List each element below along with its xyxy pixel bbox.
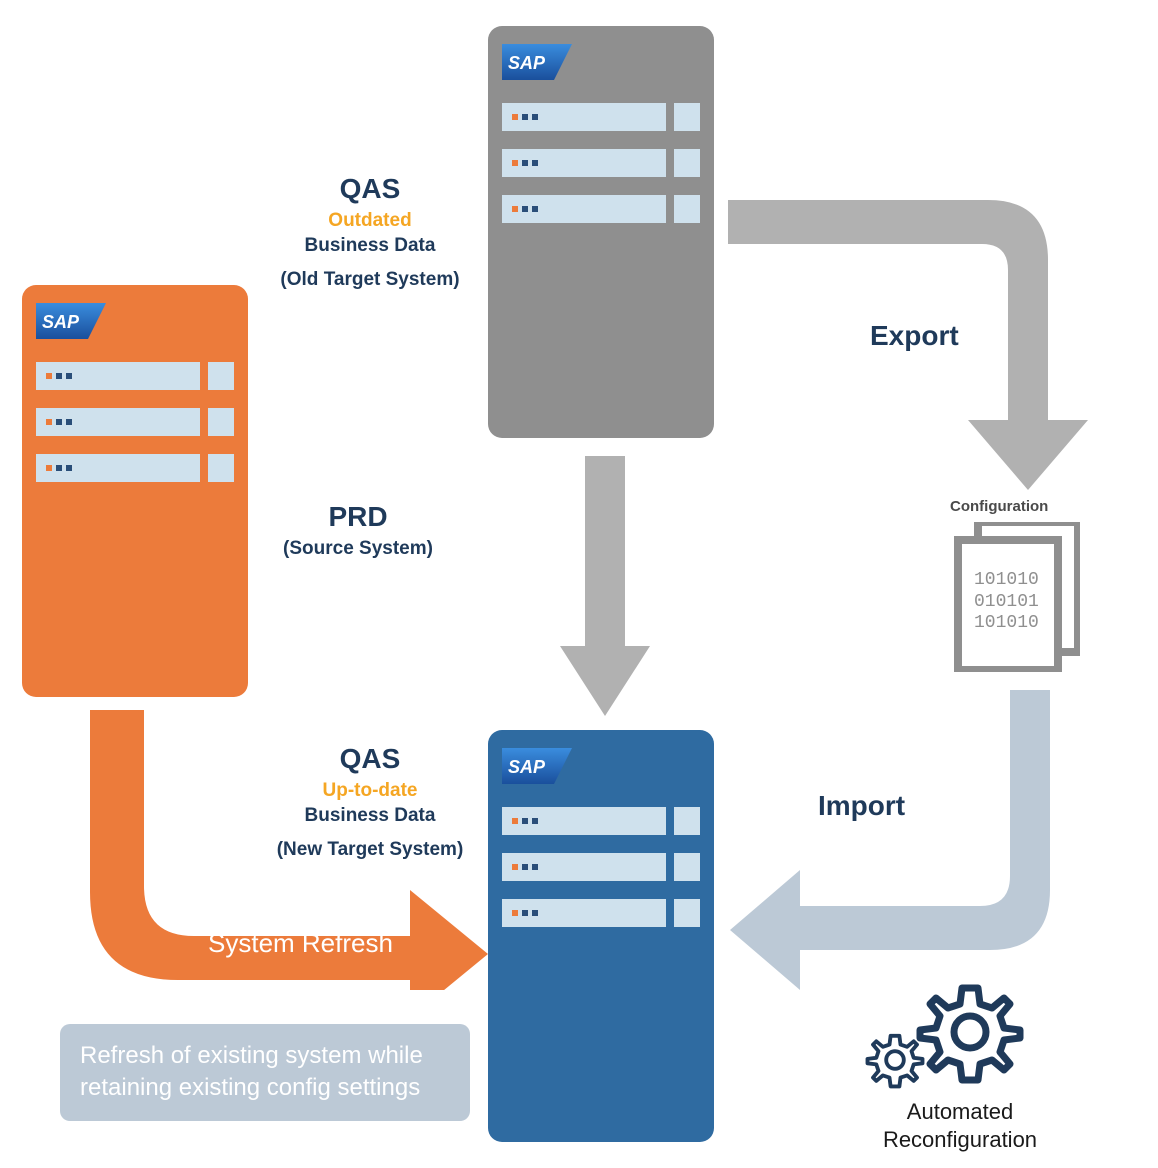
sap-logo-icon: SAP bbox=[502, 44, 572, 80]
caption-box: Refresh of existing system while retaini… bbox=[60, 1024, 470, 1121]
export-label: Export bbox=[870, 320, 959, 352]
system-refresh-label: System Refresh bbox=[208, 928, 393, 959]
prd-paren: (Source System) bbox=[258, 536, 458, 562]
server-slot bbox=[502, 899, 700, 927]
server-slot bbox=[502, 195, 700, 223]
qas-old-label: QAS Outdated Business Data (Old Target S… bbox=[265, 170, 475, 293]
qas-old-title: QAS bbox=[265, 170, 475, 208]
import-label: Import bbox=[818, 790, 905, 822]
svg-text:SAP: SAP bbox=[508, 757, 546, 777]
server-slot bbox=[502, 853, 700, 881]
server-slot bbox=[502, 807, 700, 835]
configuration-label: Configuration bbox=[950, 498, 1048, 515]
server-prd: SAP bbox=[22, 285, 248, 697]
server-slot bbox=[36, 454, 234, 482]
qas-old-status: Outdated bbox=[265, 208, 475, 234]
server-slot bbox=[502, 149, 700, 177]
config-data-text: 101010 010101 101010 bbox=[974, 570, 1039, 635]
server-slot bbox=[36, 362, 234, 390]
automated-reconfig-label: Automated Reconfiguration bbox=[870, 1098, 1050, 1153]
prd-title: PRD bbox=[258, 498, 458, 536]
svg-text:SAP: SAP bbox=[42, 312, 80, 332]
automated-reconfig-text: Automated Reconfiguration bbox=[883, 1099, 1037, 1152]
server-qas-new: SAP bbox=[488, 730, 714, 1142]
sap-logo-icon: SAP bbox=[36, 303, 106, 339]
down-arrow-icon bbox=[560, 456, 650, 716]
server-slot bbox=[502, 103, 700, 131]
prd-label: PRD (Source System) bbox=[258, 498, 458, 561]
svg-text:SAP: SAP bbox=[508, 53, 546, 73]
server-slot bbox=[36, 408, 234, 436]
qas-old-paren: (Old Target System) bbox=[265, 267, 475, 293]
import-arrow-icon bbox=[730, 690, 1100, 990]
server-qas-old: SAP bbox=[488, 26, 714, 438]
gears-icon bbox=[860, 980, 1030, 1100]
qas-old-line: Business Data bbox=[265, 233, 475, 259]
sap-logo-icon: SAP bbox=[502, 748, 572, 784]
